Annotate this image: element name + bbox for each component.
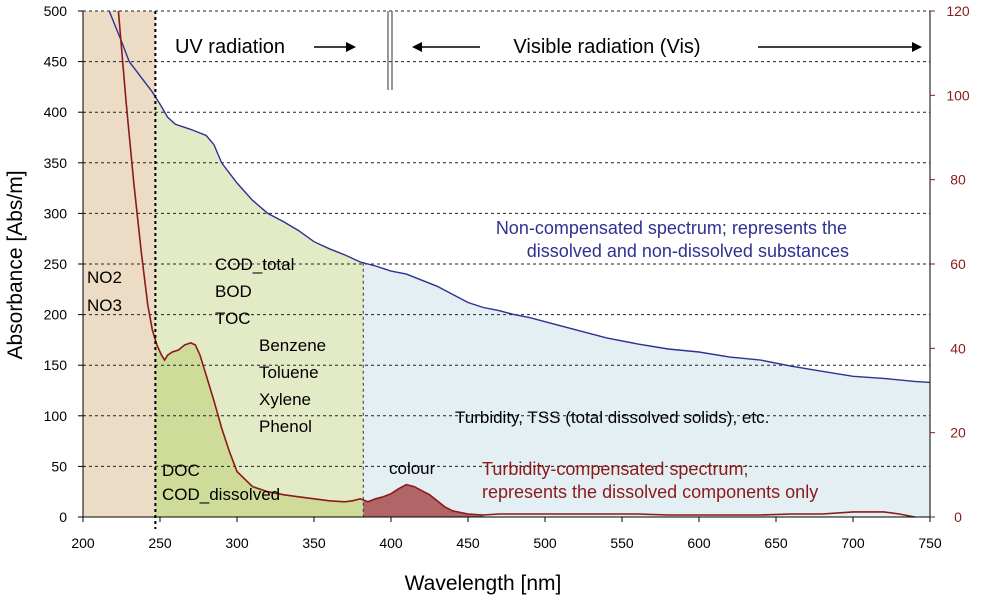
y-axis-label: Absorbance [Abs/m] — [4, 170, 27, 359]
x-tick-label-350: 350 — [302, 535, 326, 551]
non-compensated-label-line1: Non-compensated spectrum; represents the — [496, 218, 847, 238]
y-tick-label-200: 200 — [44, 307, 68, 323]
doc-label: DOC — [162, 461, 200, 480]
non-compensated-spectrum-line — [108, 10, 931, 384]
y2-tick-label-20: 20 — [950, 425, 966, 441]
y2-tick-label-0: 0 — [954, 509, 962, 525]
x-tick-label-600: 600 — [687, 535, 711, 551]
turbidity-compensated-spectrum-line — [117, 10, 915, 518]
toluene-label: Toluene — [259, 363, 319, 382]
y-tick-label-450: 450 — [44, 54, 68, 70]
cod-dissolved-label: COD_dissolved — [162, 485, 280, 504]
colour-label: colour — [389, 459, 436, 478]
y2-tick-label-60: 60 — [950, 256, 966, 272]
xylene-label: Xylene — [259, 390, 311, 409]
no3-label: NO3 — [87, 296, 122, 315]
bod-label: BOD — [215, 282, 252, 301]
y-tick-label-400: 400 — [44, 104, 68, 120]
x-tick-label-550: 550 — [610, 535, 634, 551]
turbidity-compensated-label-line2: represents the dissolved components only — [482, 482, 818, 502]
y-tick-label-150: 150 — [44, 357, 68, 373]
boundary-markers — [154, 11, 922, 529]
cod-total-label: COD_total — [215, 255, 294, 274]
x-tick-label-450: 450 — [456, 535, 480, 551]
uv-radiation-label: UV radiation — [175, 36, 285, 58]
y-tick-label-0: 0 — [59, 509, 67, 525]
turbidity-tss-label: Turbidity, TSS (total dissolved solids),… — [455, 408, 769, 427]
x-tick-label-650: 650 — [764, 535, 788, 551]
no2-label: NO2 — [87, 268, 122, 287]
header-arrows — [314, 42, 922, 52]
y-tick-label-50: 50 — [51, 458, 67, 474]
shaded-regions — [83, 11, 930, 518]
phenol-label: Phenol — [259, 417, 312, 436]
y2-tick-label-80: 80 — [950, 172, 966, 188]
uv-dissolved-region — [155, 339, 364, 517]
y-tick-label-300: 300 — [44, 205, 68, 221]
x-tick-label-300: 300 — [225, 535, 249, 551]
turbidity-compensated-label-line1: Turbidity-compensated spectrum; — [482, 459, 748, 479]
y2-tick-label-100: 100 — [946, 87, 970, 103]
visible-region — [363, 262, 930, 517]
non-compensated-label-line2: dissolved and non-dissolved substances — [527, 241, 849, 261]
y-tick-label-100: 100 — [44, 408, 68, 424]
y-tick-label-350: 350 — [44, 155, 68, 171]
vis-arrow-right-head — [912, 42, 922, 52]
x-tick-label-500: 500 — [533, 535, 557, 551]
visible-radiation-label: Visible radiation (Vis) — [513, 36, 700, 58]
x-tick-label-200: 200 — [71, 535, 95, 551]
y-tick-label-500: 500 — [44, 3, 68, 19]
x-tick-label-750: 750 — [918, 535, 942, 551]
toc-label: TOC — [215, 309, 251, 328]
y-tick-label-250: 250 — [44, 256, 68, 272]
uv-arrow-right-head — [346, 42, 356, 52]
y2-tick-label-120: 120 — [946, 3, 970, 19]
tick-labels: 200 250 300 350 400 450 500 550 600 650 700 7500501… — [44, 3, 970, 551]
y2-tick-label-40: 40 — [950, 340, 966, 356]
x-axis-label: Wavelength [nm] — [405, 572, 562, 595]
series-lines — [108, 10, 931, 518]
x-tick-label-250: 250 — [148, 535, 172, 551]
vis-arrow-left-head — [412, 42, 422, 52]
benzene-label: Benzene — [259, 336, 326, 355]
x-tick-label-700: 700 — [841, 535, 865, 551]
x-tick-label-400: 400 — [379, 535, 403, 551]
